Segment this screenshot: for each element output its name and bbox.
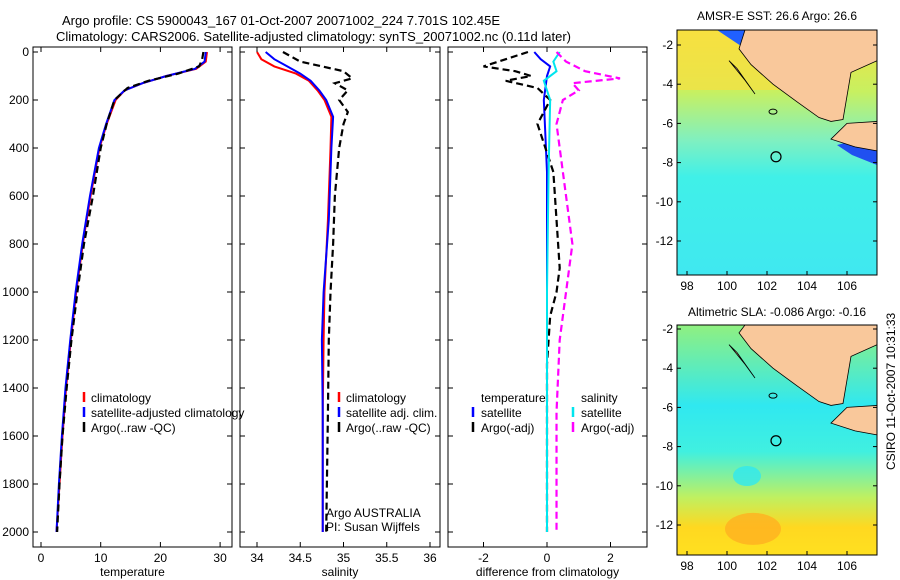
- depth-tick-label: 400: [9, 141, 29, 155]
- operator-annotation: Argo AUSTRALIA: [326, 506, 421, 520]
- legend-label: satellite: [581, 406, 622, 420]
- map-lon-label: 98: [680, 559, 694, 573]
- salinity-xtick-label: 34: [250, 551, 264, 565]
- sla_map-title: Altimetric SLA: -0.086 Argo: -0.16: [688, 305, 866, 319]
- sla-high-patch: [725, 512, 781, 545]
- sst_map: [676, 29, 878, 276]
- pi-annotation: PI: Susan Wijffels: [326, 520, 420, 534]
- map-lat-label: -12: [656, 518, 674, 532]
- legend-title-temperature: temperature: [481, 391, 546, 405]
- map-lon-label: 98: [680, 279, 694, 293]
- salinity-axes-box: [239, 46, 441, 548]
- enggano-island: [768, 392, 778, 399]
- map-lon-label: 104: [797, 279, 817, 293]
- temperature-xtick-label: 20: [154, 551, 168, 565]
- map-lon-label: 106: [837, 559, 857, 573]
- legend-label: Argo(..raw -QC): [91, 421, 176, 435]
- map-lat-label: -12: [656, 234, 674, 248]
- map-lat-label: -2: [662, 38, 673, 52]
- map-lon-label: 104: [797, 559, 817, 573]
- enggano-island: [768, 108, 778, 115]
- map-lon-label: 106: [837, 279, 857, 293]
- salinity-xlabel: salinity: [322, 565, 359, 579]
- temperature-xtick-label: 0: [38, 551, 45, 565]
- map-lat-label: -4: [662, 361, 673, 375]
- argo-float-marker: [770, 435, 782, 447]
- salinity-series-satellite-adj-clim-: [265, 51, 335, 532]
- map-lat-label: -6: [662, 116, 673, 130]
- argo-float-marker: [770, 151, 782, 163]
- legend-label: satellite-adjusted climatology: [91, 406, 244, 420]
- difference-series-salinity-satellite: [542, 51, 561, 532]
- sla_map: [676, 324, 878, 556]
- legend-label: climatology: [91, 391, 151, 405]
- map-lon-label: 100: [717, 279, 737, 293]
- map-lat-label: -6: [662, 400, 673, 414]
- mentawai-islands: [728, 344, 756, 379]
- mentawai-islands: [728, 60, 756, 95]
- temperature-axes-box: [32, 46, 233, 548]
- salinity-xtick-label: 35: [337, 551, 351, 565]
- map-lon-label: 102: [757, 559, 777, 573]
- temperature-xtick-label: 30: [213, 551, 227, 565]
- salinity-xtick-label: 34.5: [289, 551, 313, 565]
- depth-tick-label: 1800: [2, 477, 29, 491]
- depth-tick-label: 1200: [2, 333, 29, 347]
- title-line-2: Climatology: CARS2006. Satellite-adjuste…: [56, 29, 571, 44]
- title-line-1: Argo profile: CS 5900043_167 01-Oct-2007…: [62, 13, 501, 28]
- map-lat-label: -8: [662, 440, 673, 454]
- sst_map-title: AMSR-E SST: 26.6 Argo: 26.6: [697, 9, 857, 23]
- temperature-xlabel: temperature: [100, 565, 165, 579]
- difference-xtick-label: 0: [544, 551, 551, 565]
- map-lat-label: -4: [662, 77, 673, 91]
- difference-xlabel: difference from climatology: [476, 565, 619, 579]
- depth-tick-label: 0: [22, 45, 29, 59]
- difference-xtick-label: -2: [478, 551, 489, 565]
- sst_map-axes-box: [676, 29, 878, 276]
- side-timestamp: CSIRO 11-Oct-2007 10:31:33: [884, 312, 898, 470]
- depth-tick-label: 2000: [2, 525, 29, 539]
- difference-series-salinity-argo-adj-: [555, 51, 621, 532]
- legend-label: climatology: [346, 391, 406, 405]
- legend-label: Argo(-adj): [581, 421, 634, 435]
- depth-tick-label: 1400: [2, 381, 29, 395]
- temperature-series-argo-raw-qc-: [56, 51, 205, 533]
- map-lon-label: 102: [757, 279, 777, 293]
- map-lat-label: -8: [662, 156, 673, 170]
- sla_map-axes-box: [676, 324, 878, 556]
- sla-low-patch: [733, 466, 761, 486]
- salinity-xtick-label: 35.5: [375, 551, 399, 565]
- temperature-xtick-label: 10: [94, 551, 108, 565]
- depth-tick-label: 800: [9, 237, 29, 251]
- depth-tick-label: 600: [9, 189, 29, 203]
- map-lon-label: 100: [717, 559, 737, 573]
- salinity-series-argo-raw-qc-: [282, 51, 355, 533]
- depth-tick-label: 200: [9, 93, 29, 107]
- depth-tick-label: 1000: [2, 285, 29, 299]
- legend-label: satellite adj. clim.: [346, 406, 437, 420]
- map-lat-label: -10: [656, 195, 674, 209]
- depth-tick-label: 1600: [2, 429, 29, 443]
- map-lat-label: -2: [662, 322, 673, 336]
- legend-label: Argo(..raw -QC): [346, 421, 431, 435]
- salinity-xtick-label: 36: [423, 551, 437, 565]
- difference-xtick-label: 2: [607, 551, 614, 565]
- map-lat-label: -10: [656, 479, 674, 493]
- difference-series-temperature-argo-adj-: [483, 50, 561, 532]
- legend-label: Argo(-adj): [481, 421, 534, 435]
- legend-title-salinity: salinity: [581, 391, 618, 405]
- salinity-series-climatology: [256, 51, 333, 532]
- legend-label: satellite: [481, 406, 522, 420]
